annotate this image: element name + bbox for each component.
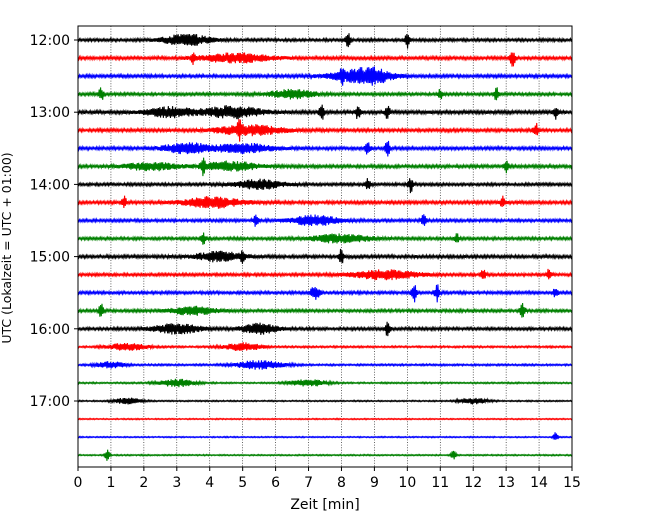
trace-1430 xyxy=(77,214,573,227)
x-tick-label: 11 xyxy=(431,475,449,491)
x-tick-label: 13 xyxy=(497,475,515,491)
x-tick-label: 1 xyxy=(106,475,115,491)
trace-group xyxy=(77,33,573,461)
trace-1245 xyxy=(77,87,573,101)
trace-1515 xyxy=(77,268,573,281)
trace-1500 xyxy=(77,248,573,264)
x-tick-label: 15 xyxy=(563,475,581,491)
y-tick-label: 16:00 xyxy=(30,322,70,338)
x-tick-label: 7 xyxy=(304,475,313,491)
x-tick-label: 12 xyxy=(464,475,482,491)
x-axis-label: Zeit [min] xyxy=(290,497,359,513)
y-tick-label: 14:00 xyxy=(30,177,70,193)
y-axis-ticks: 12:00 13:00 14:00 15:00 16:00 17:00 xyxy=(30,33,78,410)
trace-1315 xyxy=(77,119,573,142)
trace-1415 xyxy=(77,195,573,209)
axes-frame xyxy=(77,25,573,468)
x-tick-label: 6 xyxy=(271,475,280,491)
trace-1530 xyxy=(77,284,573,303)
trace-1730 xyxy=(77,432,573,440)
trace-1445 xyxy=(77,232,573,245)
x-tick-label: 3 xyxy=(172,475,181,491)
x-tick-label: 2 xyxy=(139,475,148,491)
x-tick-label: 10 xyxy=(398,475,416,491)
x-tick-label: 5 xyxy=(238,475,247,491)
trace-1545 xyxy=(77,302,573,318)
trace-1400 xyxy=(77,178,573,194)
trace-1230 xyxy=(77,66,573,86)
vertical-grid xyxy=(110,26,540,467)
x-tick-label: 4 xyxy=(205,475,214,491)
x-tick-label: 8 xyxy=(337,475,346,491)
y-tick-label: 12:00 xyxy=(30,33,70,49)
trace-1645 xyxy=(77,378,573,388)
y-tick-label: 17:00 xyxy=(30,394,70,410)
y-axis-label: UTC (Lokalzeit = UTC + 01:00) xyxy=(0,152,14,343)
trace-1330 xyxy=(77,140,573,157)
trace-1215 xyxy=(77,52,573,67)
trace-1700 xyxy=(77,397,573,405)
x-tick-label: 9 xyxy=(370,475,379,491)
trace-1615 xyxy=(77,342,573,351)
trace-1300 xyxy=(77,104,573,120)
trace-1600 xyxy=(77,321,573,337)
trace-1630 xyxy=(77,360,573,370)
trace-1715 xyxy=(77,417,573,421)
y-tick-label: 15:00 xyxy=(30,250,70,266)
trace-1745 xyxy=(77,449,573,461)
trace-1200 xyxy=(77,33,573,49)
trace-1345 xyxy=(77,157,573,177)
x-tick-label: 0 xyxy=(74,475,83,491)
x-tick-label: 14 xyxy=(530,475,548,491)
y-tick-label: 13:00 xyxy=(30,105,70,121)
x-axis-ticks: 0 1 2 3 4 5 6 7 8 9 10 11 12 13 14 15 xyxy=(74,467,581,491)
